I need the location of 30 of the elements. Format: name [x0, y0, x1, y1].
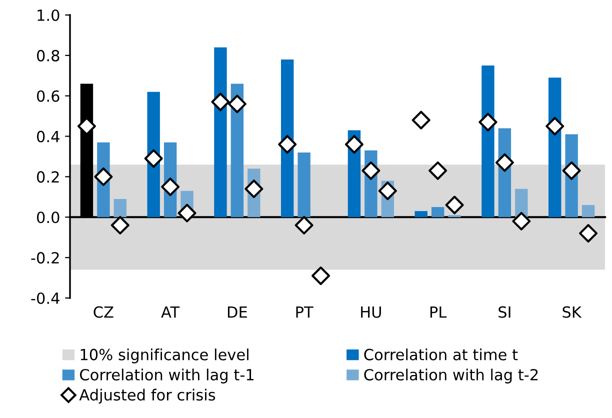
bar — [515, 188, 528, 218]
bar — [431, 207, 444, 218]
bar — [482, 66, 494, 218]
y-tick-label: -0.2 — [31, 252, 59, 264]
legend-label: Adjusted for crisis — [79, 388, 216, 404]
y-tick-label: 0.2 — [36, 171, 59, 183]
bar — [414, 211, 428, 218]
legend-label: Correlation at time t — [364, 348, 518, 360]
bar — [114, 198, 127, 218]
x-tick-label: SI — [498, 306, 510, 318]
legend-label: 10% significance level — [80, 348, 248, 364]
legend-label: Correlation with lag t-1 — [80, 368, 254, 384]
x-tick-label: HU — [361, 306, 381, 318]
y-tick-label: 0.0 — [36, 212, 60, 224]
x-tick-label: CZ — [94, 306, 114, 318]
legend-label: Correlation with lag t-2 — [364, 368, 538, 384]
y-tick-label: 1.0 — [38, 9, 60, 22]
x-tick-label: PL — [430, 306, 447, 318]
y-tick-label: 0.4 — [36, 130, 60, 142]
y-tick-label: 0.8 — [36, 50, 60, 62]
y-tick-label: 0.6 — [36, 90, 60, 102]
bar — [298, 152, 310, 218]
x-tick-label: PT — [296, 306, 314, 318]
bar — [582, 205, 595, 218]
x-tick-label: SK — [562, 306, 582, 318]
y-tick-label: -0.4 — [31, 292, 60, 304]
x-tick-label: AT — [161, 306, 180, 318]
x-tick-label: DE — [228, 306, 247, 318]
bar — [280, 59, 294, 218]
bar — [214, 47, 227, 218]
